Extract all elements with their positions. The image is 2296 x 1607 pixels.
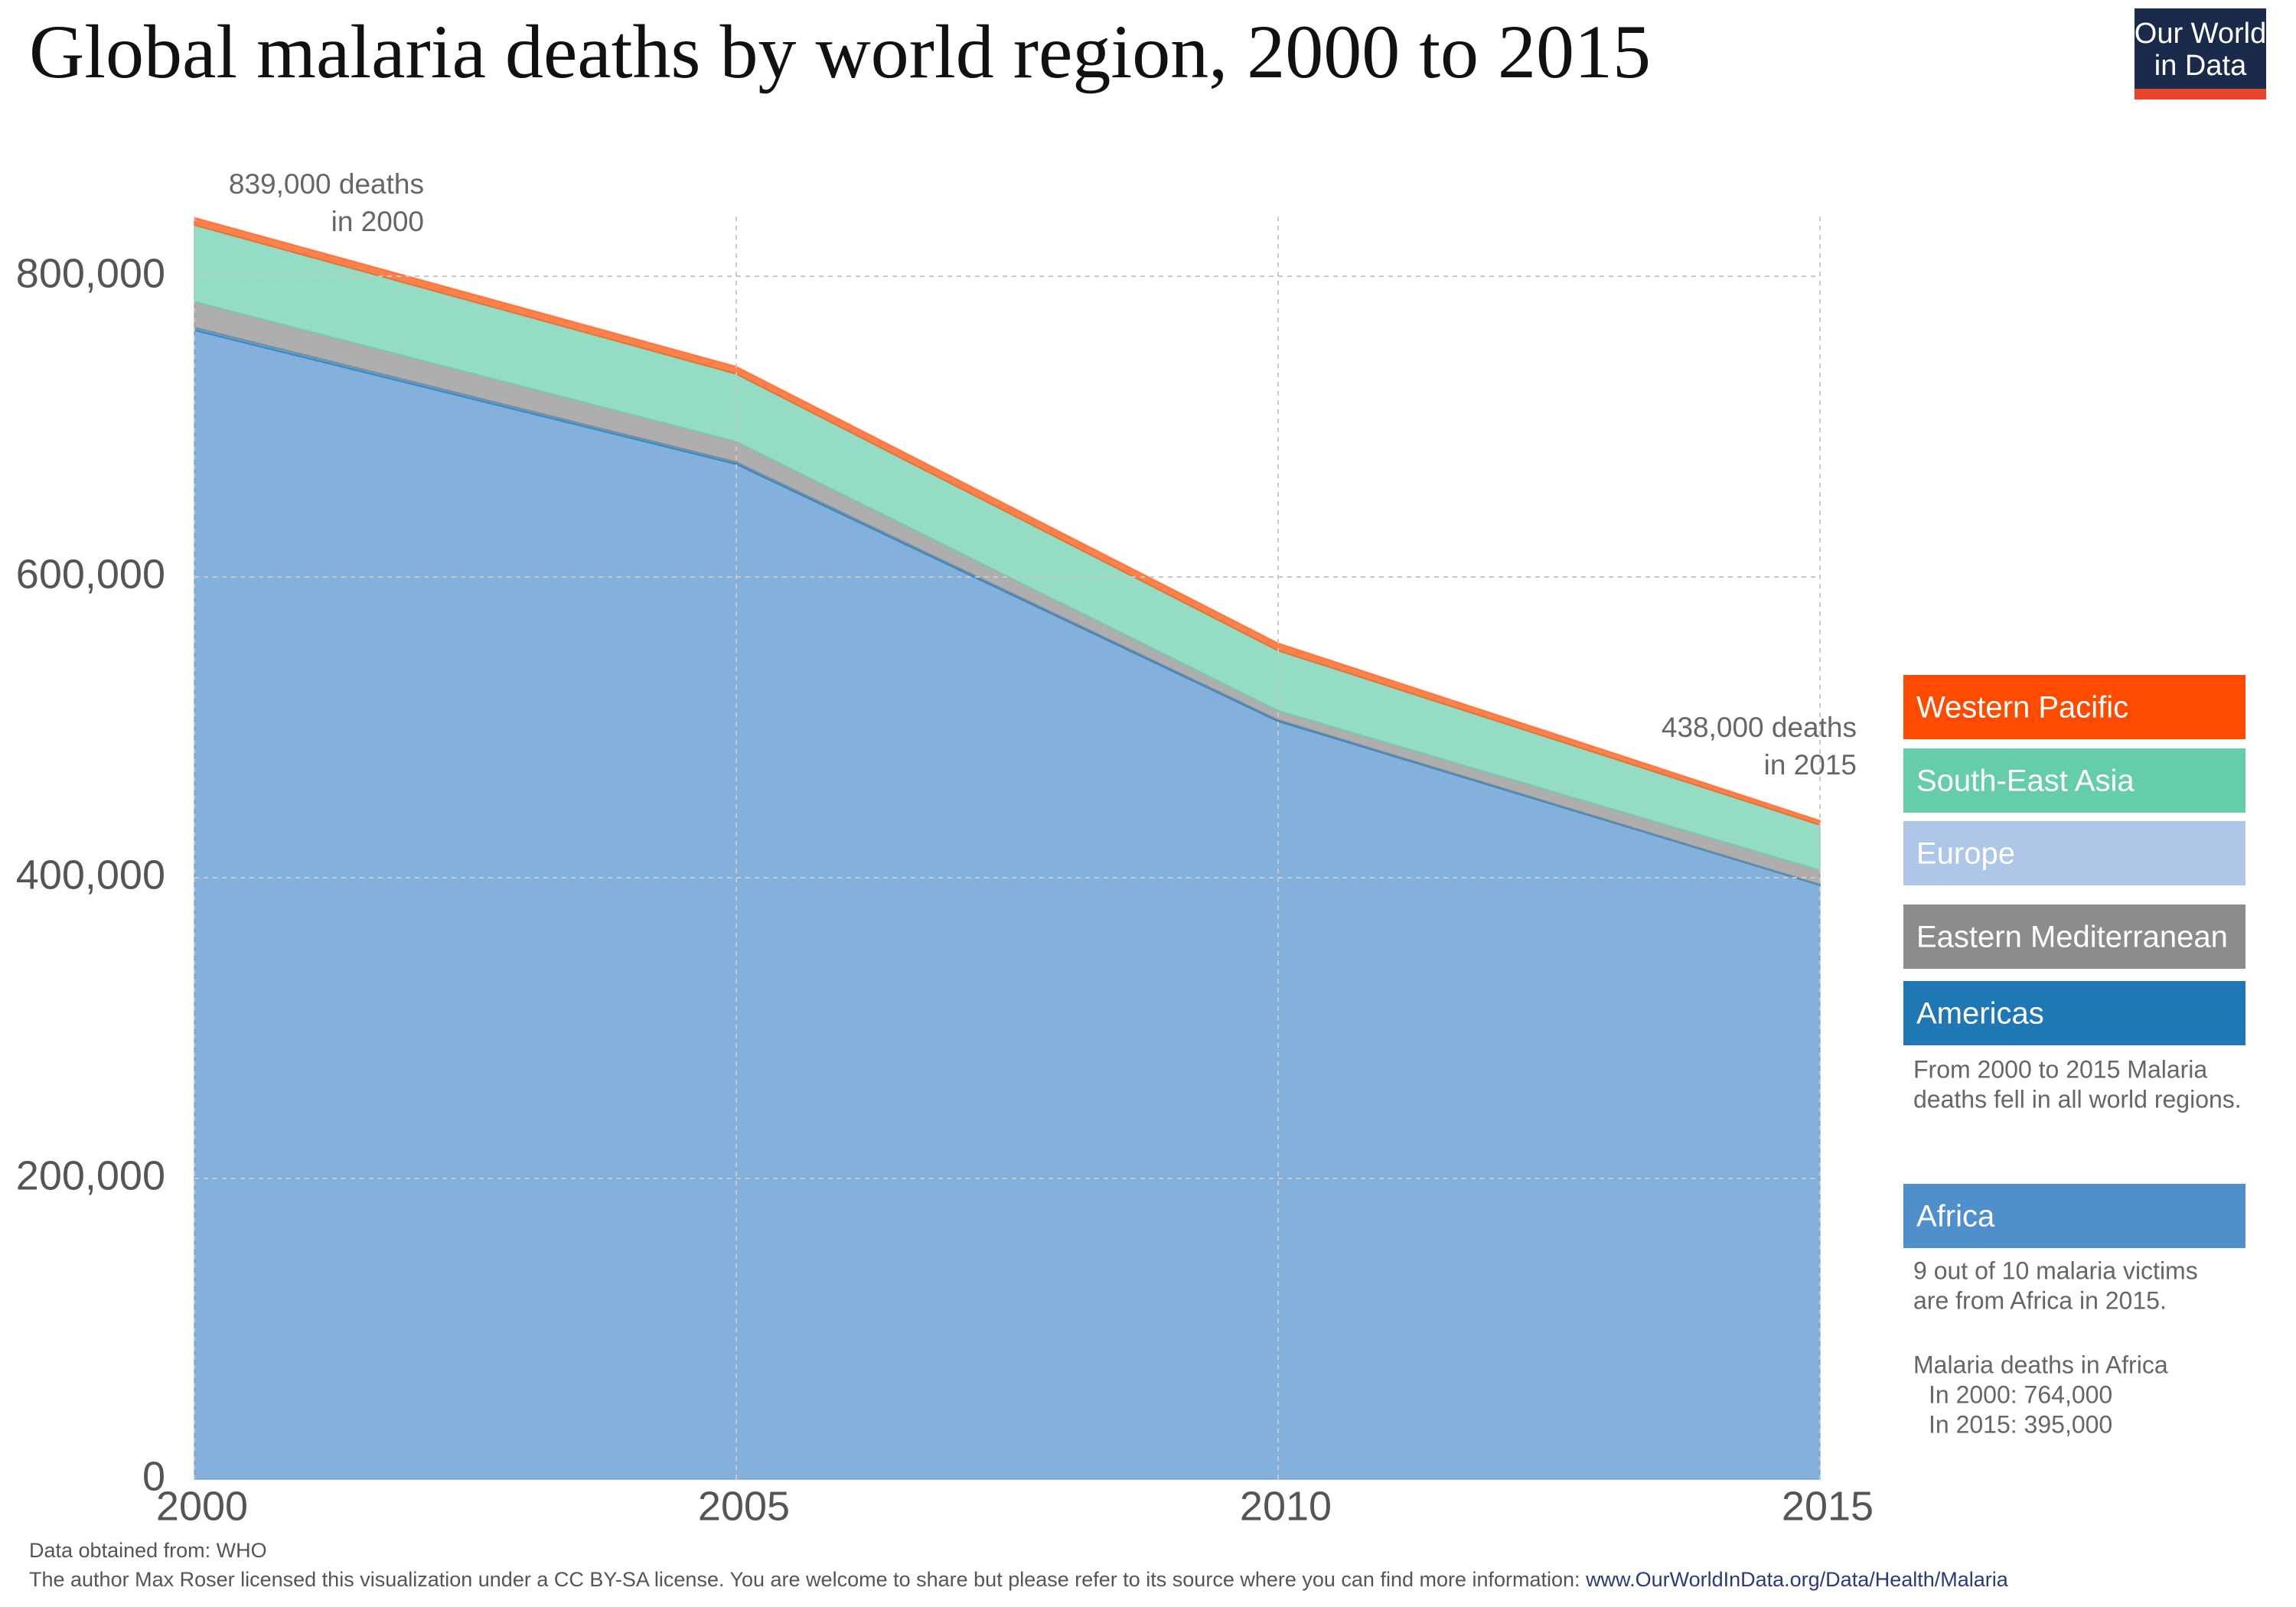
legend-swatch [1903,905,2245,969]
legend-swatch [1903,675,2245,739]
legend-label: Europe [1916,837,2015,871]
logo-box [2135,8,2266,89]
logo: Our World in Data [2135,8,2266,99]
legend-note: From 2000 to 2015 Malaria [1913,1055,2207,1083]
x-tick-label: 2010 [1240,1483,1332,1529]
legend-swatch [1903,1184,2245,1248]
legend-label: Africa [1916,1200,1995,1234]
logo-text: in Data [2154,50,2247,82]
africa-note: Malaria deaths in Africa [1913,1351,2168,1378]
legend-label: Americas [1916,997,2044,1031]
legend-label: Western Pacific [1916,691,2128,725]
annotation: in 2015 [1764,749,1857,781]
annotation: 839,000 deaths [229,168,424,200]
license-text: The author Max Roser licensed this visua… [29,1568,1586,1591]
source: Data obtained from: WHO [29,1539,267,1562]
logo-strip [2135,89,2266,99]
x-tick-label: 2005 [698,1483,790,1529]
legend-swatch [1903,981,2245,1045]
logo-text: Our World [2135,18,2266,50]
legend-swatch [1903,748,2245,813]
license: The author Max Roser licensed this visua… [29,1568,2009,1591]
y-tick-label: 600,000 [16,551,165,597]
annotation: in 2000 [331,206,424,237]
africa-note: 9 out of 10 malaria victims [1913,1257,2198,1284]
annotation: 438,000 deaths [1662,712,1857,743]
y-tick-label: 200,000 [16,1152,165,1198]
legend-label: South-East Asia [1916,764,2135,798]
africa-note: In 2000: 764,000 [1929,1380,2112,1408]
africa-note: are from Africa in 2015. [1913,1286,2167,1314]
legend-note: deaths fell in all world regions. [1913,1085,2242,1113]
y-tick-label: 0 [142,1453,165,1499]
x-tick-label: 2015 [1782,1483,1874,1529]
y-tick-label: 400,000 [16,852,165,898]
legend-label: Eastern Mediterranean [1916,921,2228,954]
chart-title: Global malaria deaths by world region, 2… [29,9,1651,94]
license-link: www.OurWorldInData.org/Data/Health/Malar… [1585,1568,2009,1591]
x-tick-label: 2000 [156,1483,248,1529]
y-tick-label: 800,000 [16,250,165,296]
africa-note: In 2015: 395,000 [1929,1410,2112,1438]
legend-swatch [1903,821,2245,885]
